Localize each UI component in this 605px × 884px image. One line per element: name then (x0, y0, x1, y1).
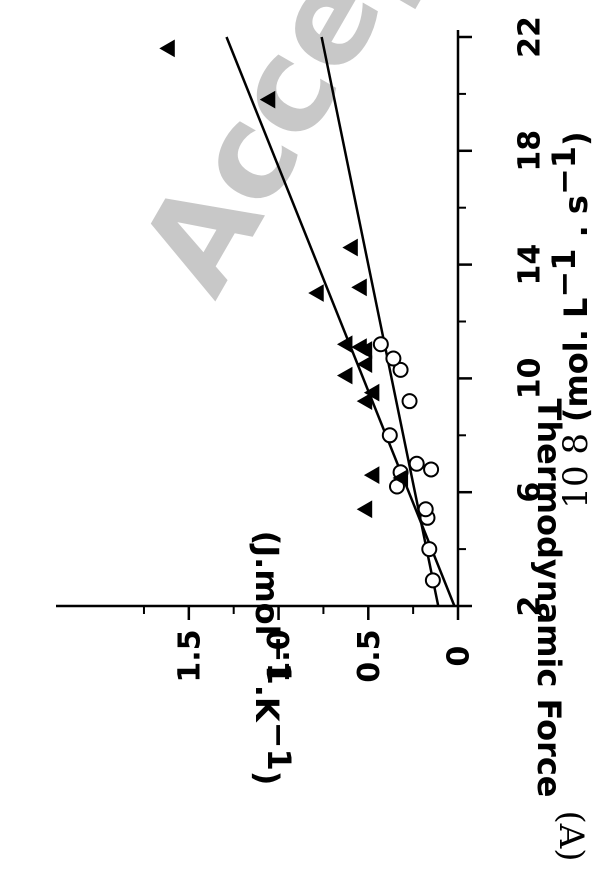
open-circle-point (421, 541, 438, 558)
x-tick-label: 22 (513, 16, 548, 58)
filled-triangle-point (392, 469, 409, 487)
y-axis-unit-end: ) (248, 771, 286, 786)
filled-triangle-point (336, 366, 353, 385)
x-tick-label: 10 (513, 358, 548, 400)
filled-triangle-point (159, 39, 175, 58)
x-axis-units-close: ) (557, 131, 595, 146)
x-axis-title: 10 8 (mol. L−1 . s−1) (545, 131, 596, 508)
x-tick-label: 18 (513, 130, 548, 172)
filled-triangle-point (351, 338, 367, 356)
x-tick-label: 6 (513, 482, 548, 503)
open-circle-point (385, 350, 402, 367)
x-axis-units-mid: . s (557, 195, 595, 248)
x-axis-units-exp2: −1 (545, 146, 583, 195)
y-tick-label: 0 (442, 646, 477, 667)
y-axis-unit-start: (J.mol (248, 531, 286, 636)
axes: 2 6 10 14 18 22 0 0.5 1.0 1.5 (56, 16, 548, 683)
filled-triangle-point (336, 335, 353, 354)
open-circle-point (372, 336, 389, 353)
filled-triangle-point (259, 90, 276, 109)
filled-triangle-point (342, 238, 358, 257)
open-circle-point (392, 361, 409, 378)
y-axis-title-line1: Thermodynamic Force (530, 399, 568, 798)
filled-triangle-point (308, 284, 324, 302)
y-axis-unit-mid: .K (248, 685, 286, 723)
y-axis-title-line2: (J.mol−1.K−1) (248, 531, 298, 786)
x-axis-units: (mol. L (557, 298, 595, 423)
x-tick-label: 2 (513, 596, 548, 617)
y-axis-unit-exp2: −1 (260, 722, 298, 771)
plot-area (159, 36, 456, 607)
open-circle-point (401, 393, 418, 410)
y-tick-label: 1.5 (172, 629, 207, 682)
x-axis-units-exp1: −1 (545, 248, 583, 297)
axis-labels: 10 8 (mol. L−1 . s−1)Thermodynamic Force… (248, 131, 596, 861)
open-circle-point (417, 501, 434, 518)
x-axis-scale-exponent: 8 (556, 422, 596, 465)
open-circle-point (423, 461, 440, 478)
filled-triangle-point (356, 500, 373, 519)
fit-line (225, 36, 456, 607)
y-axis-unit-exp1: −1 (260, 636, 298, 685)
y-tick-label: 0.5 (352, 629, 387, 682)
x-axis-scale-base: 10 (556, 465, 596, 508)
panel-label: (A) (551, 810, 591, 861)
filled-triangle-point (356, 355, 373, 374)
open-circle-point (381, 427, 398, 444)
y-tick-label: 1.0 (262, 629, 297, 682)
filled-triangle-point (363, 466, 380, 484)
filled-triangle-point (351, 278, 367, 297)
x-tick-label: 14 (513, 244, 548, 286)
filled-triangle-point (356, 392, 373, 411)
open-circle-point (424, 572, 441, 589)
open-circle-point (408, 455, 425, 472)
filled-triangle-point (363, 383, 380, 402)
